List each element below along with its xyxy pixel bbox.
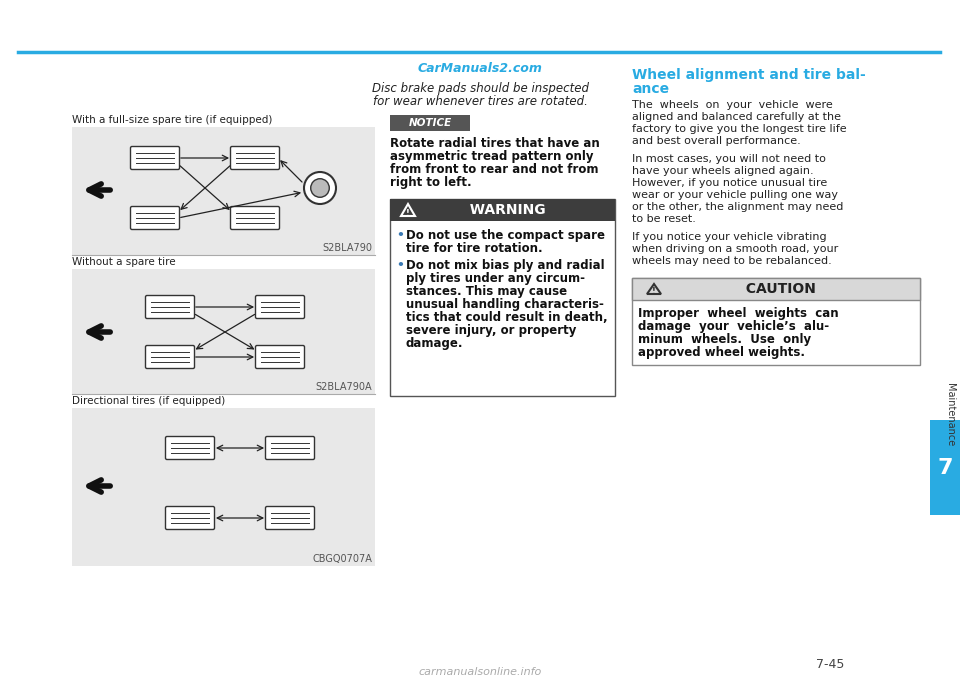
Text: damage  your  vehicle’s  alu-: damage your vehicle’s alu- [638, 320, 829, 333]
FancyBboxPatch shape [230, 147, 279, 169]
Text: CAUTION: CAUTION [736, 282, 816, 296]
Text: !: ! [652, 287, 656, 296]
Text: severe injury, or property: severe injury, or property [406, 324, 576, 337]
Text: unusual handling characteris-: unusual handling characteris- [406, 298, 604, 311]
FancyBboxPatch shape [230, 207, 279, 229]
Text: approved wheel weights.: approved wheel weights. [638, 346, 805, 359]
Text: aligned and balanced carefully at the: aligned and balanced carefully at the [632, 112, 841, 122]
Text: With a full-size spare tire (if equipped): With a full-size spare tire (if equipped… [72, 115, 273, 125]
Text: from front to rear and not from: from front to rear and not from [390, 163, 598, 176]
Text: Without a spare tire: Without a spare tire [72, 257, 176, 267]
Text: right to left.: right to left. [390, 176, 471, 189]
Text: Disc brake pads should be inspected: Disc brake pads should be inspected [372, 82, 588, 95]
Bar [72, 127, 375, 255]
Bar [72, 269, 375, 394]
FancyBboxPatch shape [266, 506, 315, 530]
Text: Do not use the compact spare: Do not use the compact spare [406, 229, 605, 242]
Text: Improper  wheel  weights  can: Improper wheel weights can [638, 307, 839, 320]
Text: minum  wheels.  Use  only: minum wheels. Use only [638, 333, 811, 346]
FancyBboxPatch shape [131, 147, 180, 169]
FancyBboxPatch shape [146, 345, 195, 369]
Text: •: • [396, 229, 404, 242]
Text: 7-45: 7-45 [816, 659, 844, 672]
Text: when driving on a smooth road, your: when driving on a smooth road, your [632, 244, 838, 254]
Text: Do not mix bias ply and radial: Do not mix bias ply and radial [406, 259, 605, 272]
Text: wheels may need to be rebalanced.: wheels may need to be rebalanced. [632, 256, 831, 266]
Text: tics that could result in death,: tics that could result in death, [406, 311, 608, 324]
Text: S2BLA790A: S2BLA790A [316, 382, 372, 392]
Text: Maintenance: Maintenance [945, 383, 955, 446]
FancyBboxPatch shape [255, 345, 304, 369]
Circle shape [311, 178, 329, 197]
Text: Rotate radial tires that have an: Rotate radial tires that have an [390, 137, 600, 150]
Bar [390, 115, 470, 131]
Text: wear or your vehicle pulling one way: wear or your vehicle pulling one way [632, 190, 838, 200]
Text: tire for tire rotation.: tire for tire rotation. [406, 242, 542, 255]
Text: !: ! [406, 209, 410, 218]
Text: 7: 7 [937, 457, 952, 477]
FancyBboxPatch shape [165, 437, 214, 460]
Text: •: • [396, 259, 404, 272]
FancyBboxPatch shape [131, 207, 180, 229]
Text: to be reset.: to be reset. [632, 214, 696, 224]
Text: Wheel alignment and tire bal-: Wheel alignment and tire bal- [632, 68, 866, 82]
Text: WARNING: WARNING [460, 203, 545, 217]
Text: carmanualsonline.info: carmanualsonline.info [419, 667, 541, 677]
Text: stances. This may cause: stances. This may cause [406, 285, 567, 298]
FancyBboxPatch shape [266, 437, 315, 460]
Text: CBGQ0707A: CBGQ0707A [312, 554, 372, 564]
Text: and best overall performance.: and best overall performance. [632, 136, 801, 146]
Text: factory to give you the longest tire life: factory to give you the longest tire lif… [632, 124, 847, 134]
Text: or the other, the alignment may need: or the other, the alignment may need [632, 202, 844, 212]
Text: However, if you notice unusual tire: However, if you notice unusual tire [632, 178, 828, 188]
Text: NOTICE: NOTICE [408, 118, 451, 128]
Bar [72, 408, 375, 566]
Bar [390, 199, 615, 221]
Bar [632, 278, 920, 300]
Text: have your wheels aligned again.: have your wheels aligned again. [632, 166, 814, 176]
Text: The  wheels  on  your  vehicle  were: The wheels on your vehicle were [632, 100, 832, 110]
FancyBboxPatch shape [146, 296, 195, 318]
Text: asymmetric tread pattern only: asymmetric tread pattern only [390, 150, 593, 163]
Text: Directional tires (if equipped): Directional tires (if equipped) [72, 396, 226, 406]
Text: ance: ance [632, 82, 669, 96]
Circle shape [304, 172, 336, 204]
Text: ply tires under any circum-: ply tires under any circum- [406, 272, 585, 285]
Text: In most cases, you will not need to: In most cases, you will not need to [632, 154, 826, 164]
Text: If you notice your vehicle vibrating: If you notice your vehicle vibrating [632, 232, 827, 242]
Bar [930, 420, 960, 515]
Text: CarManuals2.com: CarManuals2.com [418, 61, 542, 74]
Bar [632, 278, 920, 365]
FancyBboxPatch shape [165, 506, 214, 530]
FancyBboxPatch shape [255, 296, 304, 318]
Text: S2BLA790: S2BLA790 [322, 243, 372, 253]
Text: damage.: damage. [406, 337, 464, 350]
Bar [390, 199, 615, 396]
Text: for wear whenever tires are rotated.: for wear whenever tires are rotated. [372, 95, 588, 108]
